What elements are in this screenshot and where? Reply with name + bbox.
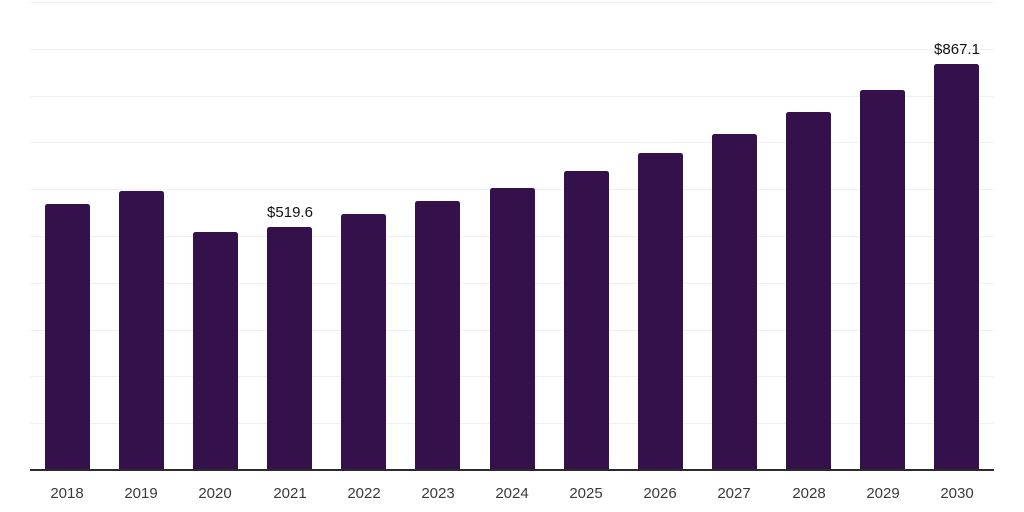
bar-2021 — [267, 227, 312, 470]
gridline-800 — [30, 96, 994, 97]
bar-2023 — [415, 201, 460, 470]
gridline-1000 — [30, 2, 994, 3]
bar-2030 — [934, 64, 979, 470]
x-tick-2030: 2030 — [940, 485, 974, 502]
x-tick-2027: 2027 — [717, 485, 751, 502]
bar-2027 — [712, 134, 757, 470]
data-label-2030: $867.1 — [934, 41, 980, 58]
x-tick-2023: 2023 — [421, 485, 455, 502]
x-tick-2021: 2021 — [273, 485, 307, 502]
x-tick-2019: 2019 — [124, 485, 158, 502]
bar-2019 — [119, 191, 164, 470]
x-tick-2022: 2022 — [347, 485, 381, 502]
bar-2025 — [564, 171, 609, 470]
x-tick-2020: 2020 — [198, 485, 232, 502]
x-axis-line — [30, 469, 994, 471]
x-tick-2029: 2029 — [866, 485, 900, 502]
bar-2020 — [193, 232, 238, 470]
gridline-900 — [30, 49, 994, 50]
bar-2024 — [490, 188, 535, 470]
bar-2029 — [860, 90, 905, 470]
bar-2022 — [341, 214, 386, 470]
data-label-2021: $519.6 — [267, 204, 313, 221]
x-tick-2018: 2018 — [50, 485, 84, 502]
bar-2018 — [45, 204, 90, 470]
bar-2026 — [638, 153, 683, 470]
gridline-700 — [30, 142, 994, 143]
bar-2028 — [786, 112, 831, 470]
x-tick-2025: 2025 — [569, 485, 603, 502]
x-tick-2024: 2024 — [495, 485, 529, 502]
x-tick-2028: 2028 — [792, 485, 826, 502]
x-tick-2026: 2026 — [643, 485, 677, 502]
